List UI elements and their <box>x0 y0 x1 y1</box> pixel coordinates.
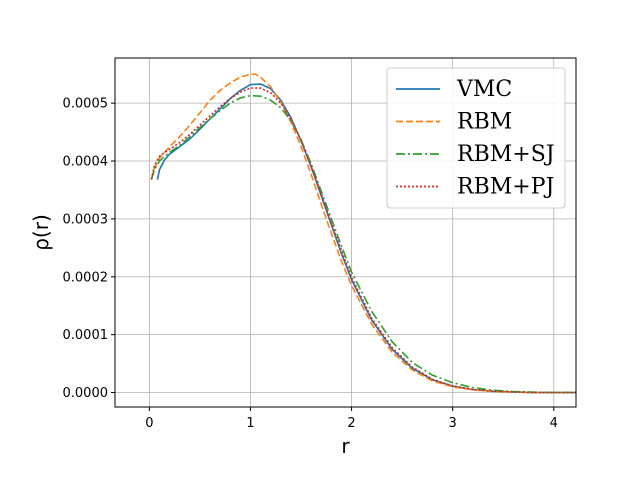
legend: VMC RBM RBM+SJ RBM+PJ <box>386 67 566 209</box>
x-axis-label: r <box>341 434 350 458</box>
y-tick-label: 0.0004 <box>63 155 109 170</box>
series-line-rbm-pj <box>150 87 576 394</box>
legend-label: RBM+SJ <box>457 142 555 167</box>
y-tick-label: 0.0003 <box>63 212 109 227</box>
legend-label: VMC <box>456 77 512 102</box>
y-tick-label: 0.0001 <box>63 328 109 343</box>
y-axis-ticks: 0.0000 0.0001 0.0002 0.0003 0.0004 0.0005 <box>63 97 115 401</box>
x-tick-label: 1 <box>246 416 254 431</box>
legend-label: RBM+PJ <box>457 175 554 200</box>
x-tick-label: 3 <box>449 416 457 431</box>
legend-box <box>386 67 566 209</box>
y-tick-label: 0.0005 <box>63 97 109 112</box>
y-tick-label: 0.0000 <box>63 386 109 401</box>
legend-label: RBM <box>457 110 512 135</box>
x-axis-ticks: 0 1 2 3 4 <box>145 407 558 431</box>
plot-frame <box>114 57 577 408</box>
y-tick-label: 0.0002 <box>63 270 109 285</box>
series-lines <box>150 73 576 394</box>
x-tick-label: 0 <box>145 416 153 431</box>
x-tick-label: 2 <box>347 416 355 431</box>
y-axis-label: ρ(r) <box>29 214 53 251</box>
x-tick-label: 4 <box>550 416 558 431</box>
